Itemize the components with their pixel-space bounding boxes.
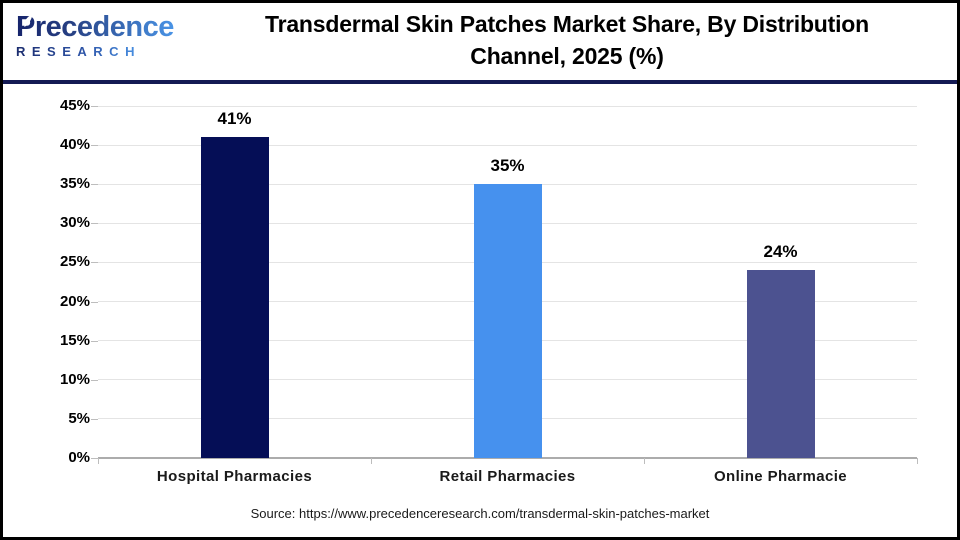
- y-tick-45: [91, 106, 98, 107]
- source-citation: Source: https://www.precedenceresearch.c…: [250, 506, 710, 521]
- logo-wordmark: Precedence: [16, 11, 174, 43]
- precedence-research-logo: Precedence RESEARCH: [16, 12, 186, 61]
- chart-title: Transdermal Skin Patches Market Share, B…: [190, 8, 944, 72]
- bar-hospital-pharmacies: [200, 137, 269, 458]
- y-axis-label-35: 35%: [59, 175, 90, 193]
- bar-value-label-1: 35%: [490, 156, 525, 176]
- x-tick-0: [98, 458, 99, 464]
- chart-title-line1: Transdermal Skin Patches Market Share, B…: [264, 11, 869, 37]
- y-tick-15: [91, 340, 98, 342]
- bar-online-pharmacie: [746, 270, 815, 458]
- bar-value-label-2: 24%: [763, 242, 798, 262]
- x-tick-2: [644, 458, 645, 464]
- y-axis-label-20: 20%: [59, 292, 90, 310]
- y-tick-5: [91, 418, 98, 420]
- y-tick-35: [91, 184, 98, 186]
- y-axis-label-5: 5%: [68, 409, 90, 427]
- x-axis-label-1: Retail Pharmacies: [439, 468, 576, 485]
- y-axis-label-15: 15%: [59, 331, 90, 349]
- y-tick-0: [91, 458, 98, 459]
- y-tick-20: [91, 301, 98, 303]
- y-axis-label-45: 45%: [59, 97, 90, 114]
- y-axis-label-40: 40%: [59, 136, 90, 154]
- y-tick-10: [91, 379, 98, 381]
- y-axis-label-0: 0%: [68, 449, 90, 466]
- x-axis-line: [98, 457, 917, 459]
- x-tick-3: [917, 458, 918, 464]
- bar-value-label-0: 41%: [217, 109, 252, 129]
- gridline-40: [98, 144, 917, 146]
- header-separator: [0, 80, 960, 84]
- gridline-45: [98, 105, 917, 107]
- y-tick-40: [91, 145, 98, 147]
- x-axis-label-2: Online Pharmacie: [713, 468, 848, 485]
- y-axis-label-30: 30%: [59, 214, 90, 232]
- bar-retail-pharmacies: [473, 184, 542, 458]
- y-tick-25: [91, 262, 98, 264]
- x-axis-label-0: Hospital Pharmacies: [156, 468, 313, 485]
- logo-subtitle: RESEARCH: [16, 44, 141, 59]
- y-axis-label-25: 25%: [59, 253, 90, 271]
- x-tick-1: [371, 458, 372, 464]
- y-tick-30: [91, 223, 98, 225]
- y-axis-label-10: 10%: [59, 370, 90, 388]
- chart-title-line2: Channel, 2025 (%): [470, 43, 664, 69]
